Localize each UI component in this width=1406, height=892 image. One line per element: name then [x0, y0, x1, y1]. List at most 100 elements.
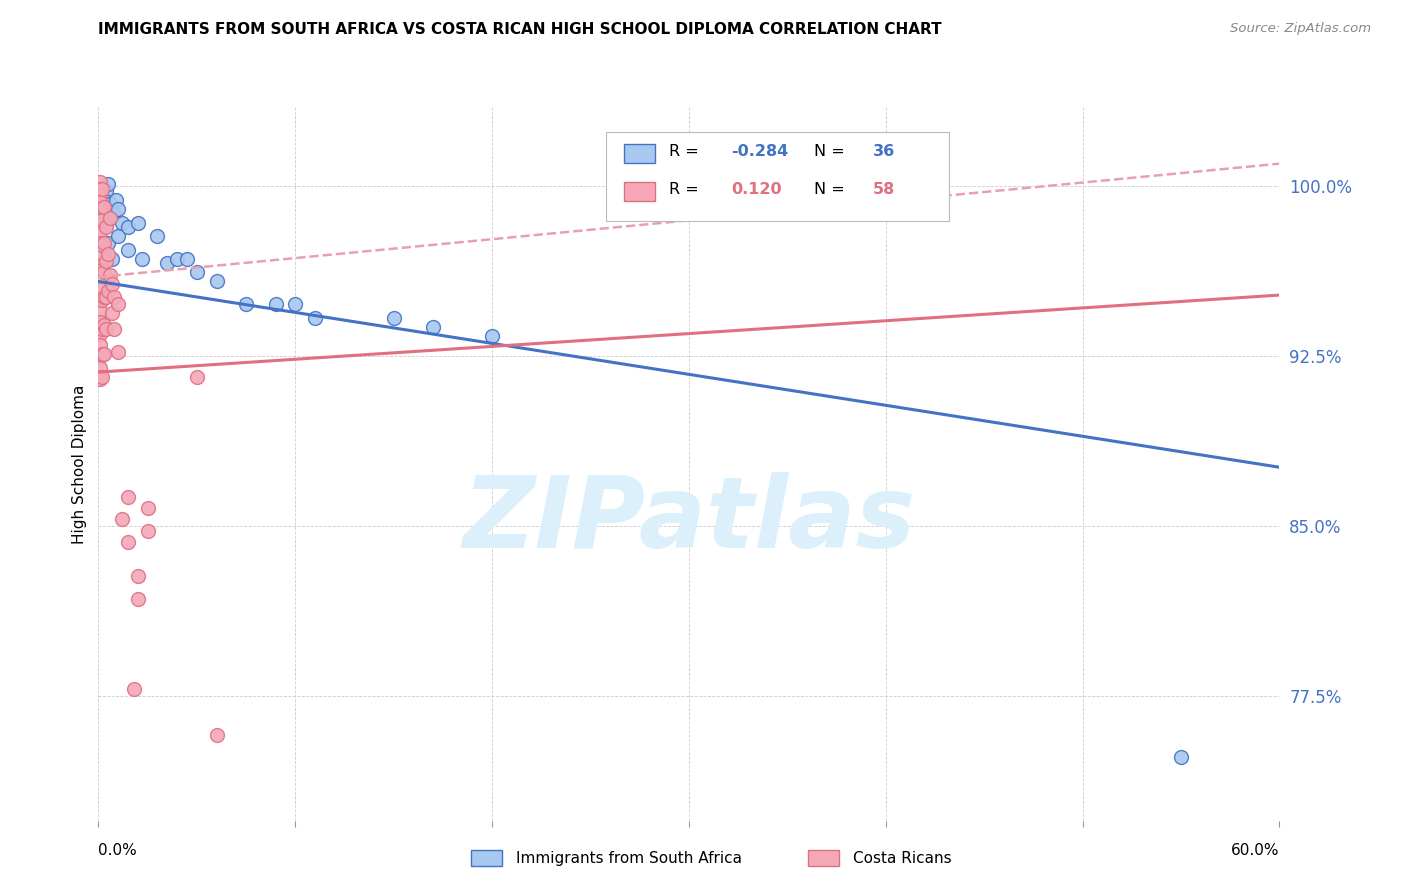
Point: [107, 202, 129, 216]
Point: [93, 290, 115, 304]
Point: [93, 318, 115, 332]
Point: [382, 310, 405, 325]
Point: [186, 369, 208, 384]
Point: [136, 524, 159, 538]
Point: [89, 315, 111, 329]
Bar: [624, 182, 655, 201]
Point: [98, 211, 121, 225]
Point: [89, 175, 111, 189]
Point: [97, 235, 120, 250]
Point: [97, 195, 120, 210]
Point: [96, 202, 118, 216]
FancyBboxPatch shape: [606, 132, 949, 221]
Point: [91, 213, 114, 227]
Point: [89, 235, 111, 250]
Point: [1170, 750, 1192, 764]
Text: N =: N =: [814, 144, 851, 159]
Point: [89, 293, 111, 307]
Point: [89, 181, 111, 195]
Point: [264, 297, 287, 311]
Text: R =: R =: [669, 182, 704, 196]
Point: [89, 269, 111, 284]
Point: [127, 569, 149, 583]
Text: -0.284: -0.284: [731, 144, 789, 159]
Point: [131, 252, 153, 266]
Point: [101, 277, 124, 291]
Point: [111, 512, 134, 526]
Point: [205, 727, 228, 741]
Point: [93, 347, 115, 361]
Point: [91, 293, 114, 307]
Point: [93, 200, 115, 214]
Point: [89, 225, 111, 239]
Point: [481, 329, 503, 343]
Point: [117, 535, 139, 549]
Point: [91, 238, 114, 252]
Point: [176, 252, 198, 266]
Point: [91, 347, 114, 361]
Point: [89, 360, 111, 375]
Point: [156, 256, 179, 270]
Point: [89, 195, 111, 210]
Text: 60.0%: 60.0%: [1232, 843, 1279, 858]
Point: [186, 265, 208, 279]
Point: [89, 202, 111, 216]
Point: [101, 306, 124, 320]
Point: [422, 319, 444, 334]
Point: [103, 290, 125, 304]
Point: [96, 218, 118, 232]
Point: [97, 177, 120, 191]
Point: [235, 297, 257, 311]
Point: [91, 181, 114, 195]
Point: [111, 216, 134, 230]
Point: [101, 252, 124, 266]
Point: [89, 338, 111, 352]
Point: [89, 259, 111, 273]
Point: [98, 211, 121, 225]
Point: [89, 326, 111, 341]
Point: [122, 682, 145, 697]
Point: [89, 304, 111, 318]
Point: [96, 290, 118, 304]
Point: [117, 490, 139, 504]
Point: [97, 284, 120, 298]
Text: N =: N =: [814, 182, 851, 196]
Point: [304, 310, 326, 325]
Point: [127, 216, 149, 230]
Text: 0.120: 0.120: [731, 182, 782, 196]
Point: [107, 297, 129, 311]
Text: 36: 36: [873, 144, 896, 159]
Point: [284, 297, 307, 311]
Point: [89, 188, 111, 202]
Point: [93, 235, 115, 250]
Point: [96, 322, 118, 336]
Y-axis label: High School Diploma: High School Diploma: [72, 384, 87, 543]
Text: IMMIGRANTS FROM SOUTH AFRICA VS COSTA RICAN HIGH SCHOOL DIPLOMA CORRELATION CHAR: IMMIGRANTS FROM SOUTH AFRICA VS COSTA RI…: [98, 22, 942, 37]
Point: [89, 247, 111, 261]
Point: [166, 252, 188, 266]
Point: [205, 275, 228, 289]
Point: [103, 322, 125, 336]
Point: [146, 229, 169, 244]
Point: [89, 184, 111, 198]
Point: [98, 197, 121, 211]
Text: 58: 58: [873, 182, 896, 196]
Bar: [624, 145, 655, 162]
Point: [127, 591, 149, 606]
Text: ZIPatlas: ZIPatlas: [463, 473, 915, 569]
Point: [89, 281, 111, 295]
Point: [89, 349, 111, 363]
Point: [136, 501, 159, 516]
Text: R =: R =: [669, 144, 704, 159]
Point: [93, 265, 115, 279]
Text: Costa Ricans: Costa Ricans: [853, 851, 952, 865]
Point: [93, 206, 115, 220]
Point: [96, 184, 118, 198]
Point: [91, 369, 114, 384]
Point: [89, 372, 111, 386]
Point: [98, 268, 121, 282]
Point: [97, 247, 120, 261]
Point: [93, 193, 115, 207]
Point: [105, 193, 128, 207]
Point: [103, 206, 125, 220]
